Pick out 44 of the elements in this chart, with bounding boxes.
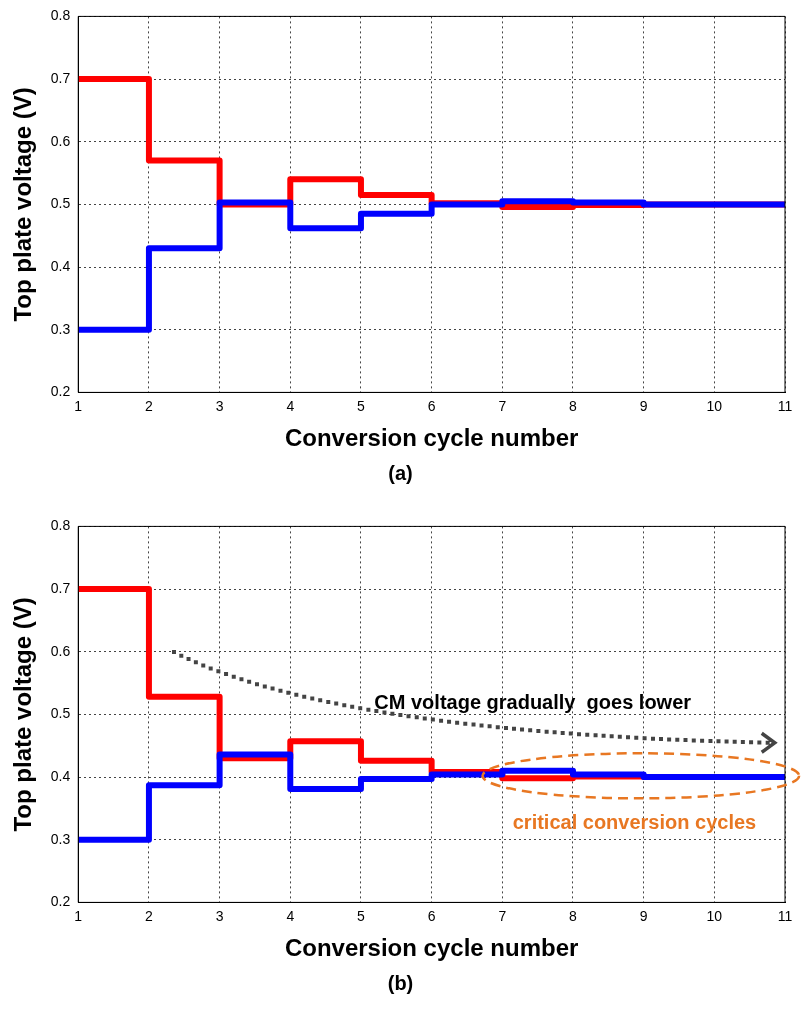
y-tick-label: 0.7 bbox=[50, 69, 71, 86]
x-tick-label: 1 bbox=[74, 907, 83, 924]
x-axis-title: Conversion cycle number bbox=[284, 424, 579, 452]
annotation: critical conversion cycles bbox=[512, 810, 757, 833]
x-tick-label: 9 bbox=[639, 907, 648, 924]
x-tick-label: 10 bbox=[706, 397, 723, 414]
x-tick-label: 7 bbox=[498, 397, 507, 414]
x-tick-label: 9 bbox=[639, 397, 648, 414]
y-tick-label: 0.3 bbox=[50, 830, 71, 847]
x-tick-label: 4 bbox=[286, 907, 295, 924]
x-tick-label: 8 bbox=[569, 907, 578, 924]
y-tick-label: 0.5 bbox=[50, 705, 71, 722]
y-tick-label: 0.4 bbox=[50, 767, 71, 784]
text: (a) bbox=[387, 461, 414, 486]
y-tick-label: 0.2 bbox=[50, 383, 71, 400]
y-tick-label: 0.5 bbox=[50, 195, 71, 212]
y-tick-label: 0.7 bbox=[50, 579, 71, 596]
annotation: CM voltage gradually goes lower bbox=[374, 690, 692, 713]
x-tick-label: 4 bbox=[286, 397, 295, 414]
x-tick-label: 8 bbox=[569, 397, 578, 414]
x-tick-label: 11 bbox=[777, 907, 793, 924]
y-tick-label: 0.6 bbox=[50, 642, 71, 659]
y-axis-title: Top plate voltage (V) bbox=[9, 87, 37, 322]
x-axis-title: Conversion cycle number bbox=[284, 934, 579, 962]
y-tick-label: 0.6 bbox=[50, 132, 71, 149]
y-axis-title: Top plate voltage (V) bbox=[9, 597, 37, 832]
y-tick-label: 0.3 bbox=[50, 320, 71, 337]
x-tick-label: 10 bbox=[706, 907, 723, 924]
x-tick-label: 2 bbox=[145, 907, 154, 924]
text: (b) bbox=[386, 971, 415, 996]
x-tick-label: 3 bbox=[215, 397, 224, 414]
x-tick-label: 5 bbox=[357, 907, 366, 924]
y-tick-label: 0.8 bbox=[50, 7, 71, 24]
y-tick-label: 0.8 bbox=[50, 517, 71, 534]
y-tick-label: 0.2 bbox=[50, 893, 71, 910]
y-tick-label: 0.4 bbox=[50, 257, 71, 274]
x-tick-label: 3 bbox=[215, 907, 224, 924]
x-tick-label: 11 bbox=[777, 397, 793, 414]
x-tick-label: 6 bbox=[427, 907, 436, 924]
x-tick-label: 6 bbox=[427, 397, 436, 414]
x-tick-label: 1 bbox=[74, 397, 83, 414]
x-tick-label: 7 bbox=[498, 907, 507, 924]
x-tick-label: 2 bbox=[145, 397, 154, 414]
x-tick-label: 5 bbox=[357, 397, 366, 414]
